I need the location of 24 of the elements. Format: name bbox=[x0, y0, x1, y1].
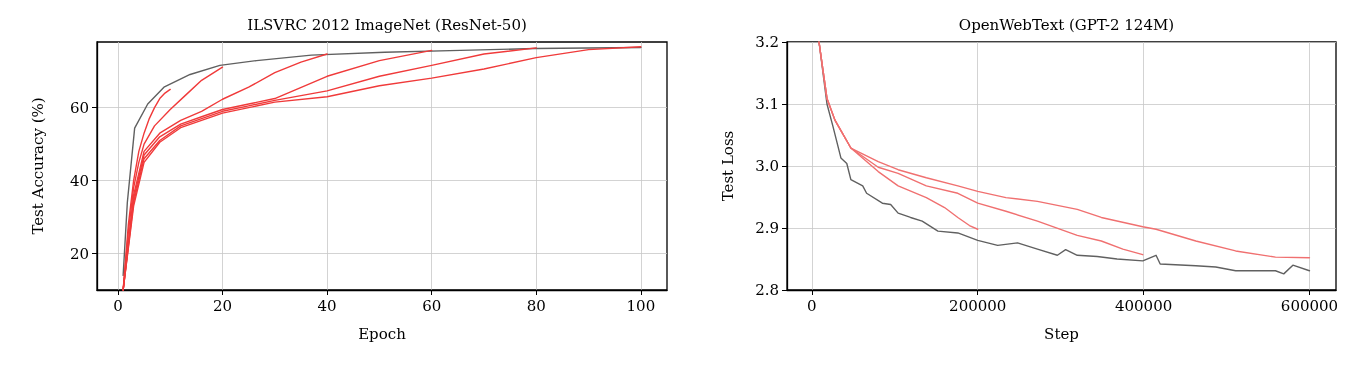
x-tick-label: 600000 bbox=[1280, 296, 1339, 315]
x-axis-title: Step bbox=[1044, 324, 1079, 343]
y-tick-label: 2.8 bbox=[755, 281, 779, 299]
y-axis-title: Test Accuracy (%) bbox=[28, 97, 47, 235]
x-tick-label: 60 bbox=[422, 296, 442, 315]
y-tick-label: 3.2 bbox=[755, 33, 779, 51]
y-axis-title: Test Loss bbox=[718, 130, 737, 202]
x-tick-label: 80 bbox=[526, 296, 546, 315]
y-tick-label: 3.1 bbox=[755, 95, 779, 113]
x-tick-label: 400000 bbox=[1114, 296, 1173, 315]
y-tick-label: 20 bbox=[69, 244, 89, 263]
x-tick-label: 0 bbox=[807, 296, 817, 315]
chart-title: ILSVRC 2012 ImageNet (ResNet-50) bbox=[247, 15, 527, 34]
chart-title: OpenWebText (GPT-2 124M) bbox=[958, 15, 1175, 34]
y-tick-label: 60 bbox=[69, 98, 89, 117]
x-axis-title: Epoch bbox=[358, 324, 407, 343]
x-tick-label: 20 bbox=[212, 296, 233, 315]
y-tick-label: 3.0 bbox=[755, 157, 779, 175]
x-tick-label: 200000 bbox=[949, 296, 1007, 315]
y-tick-label: 40 bbox=[69, 171, 89, 190]
x-tick-label: 0 bbox=[113, 296, 123, 315]
x-tick-label: 40 bbox=[317, 296, 337, 315]
y-tick-label: 2.9 bbox=[755, 219, 779, 237]
x-tick-label: 100 bbox=[626, 296, 656, 315]
